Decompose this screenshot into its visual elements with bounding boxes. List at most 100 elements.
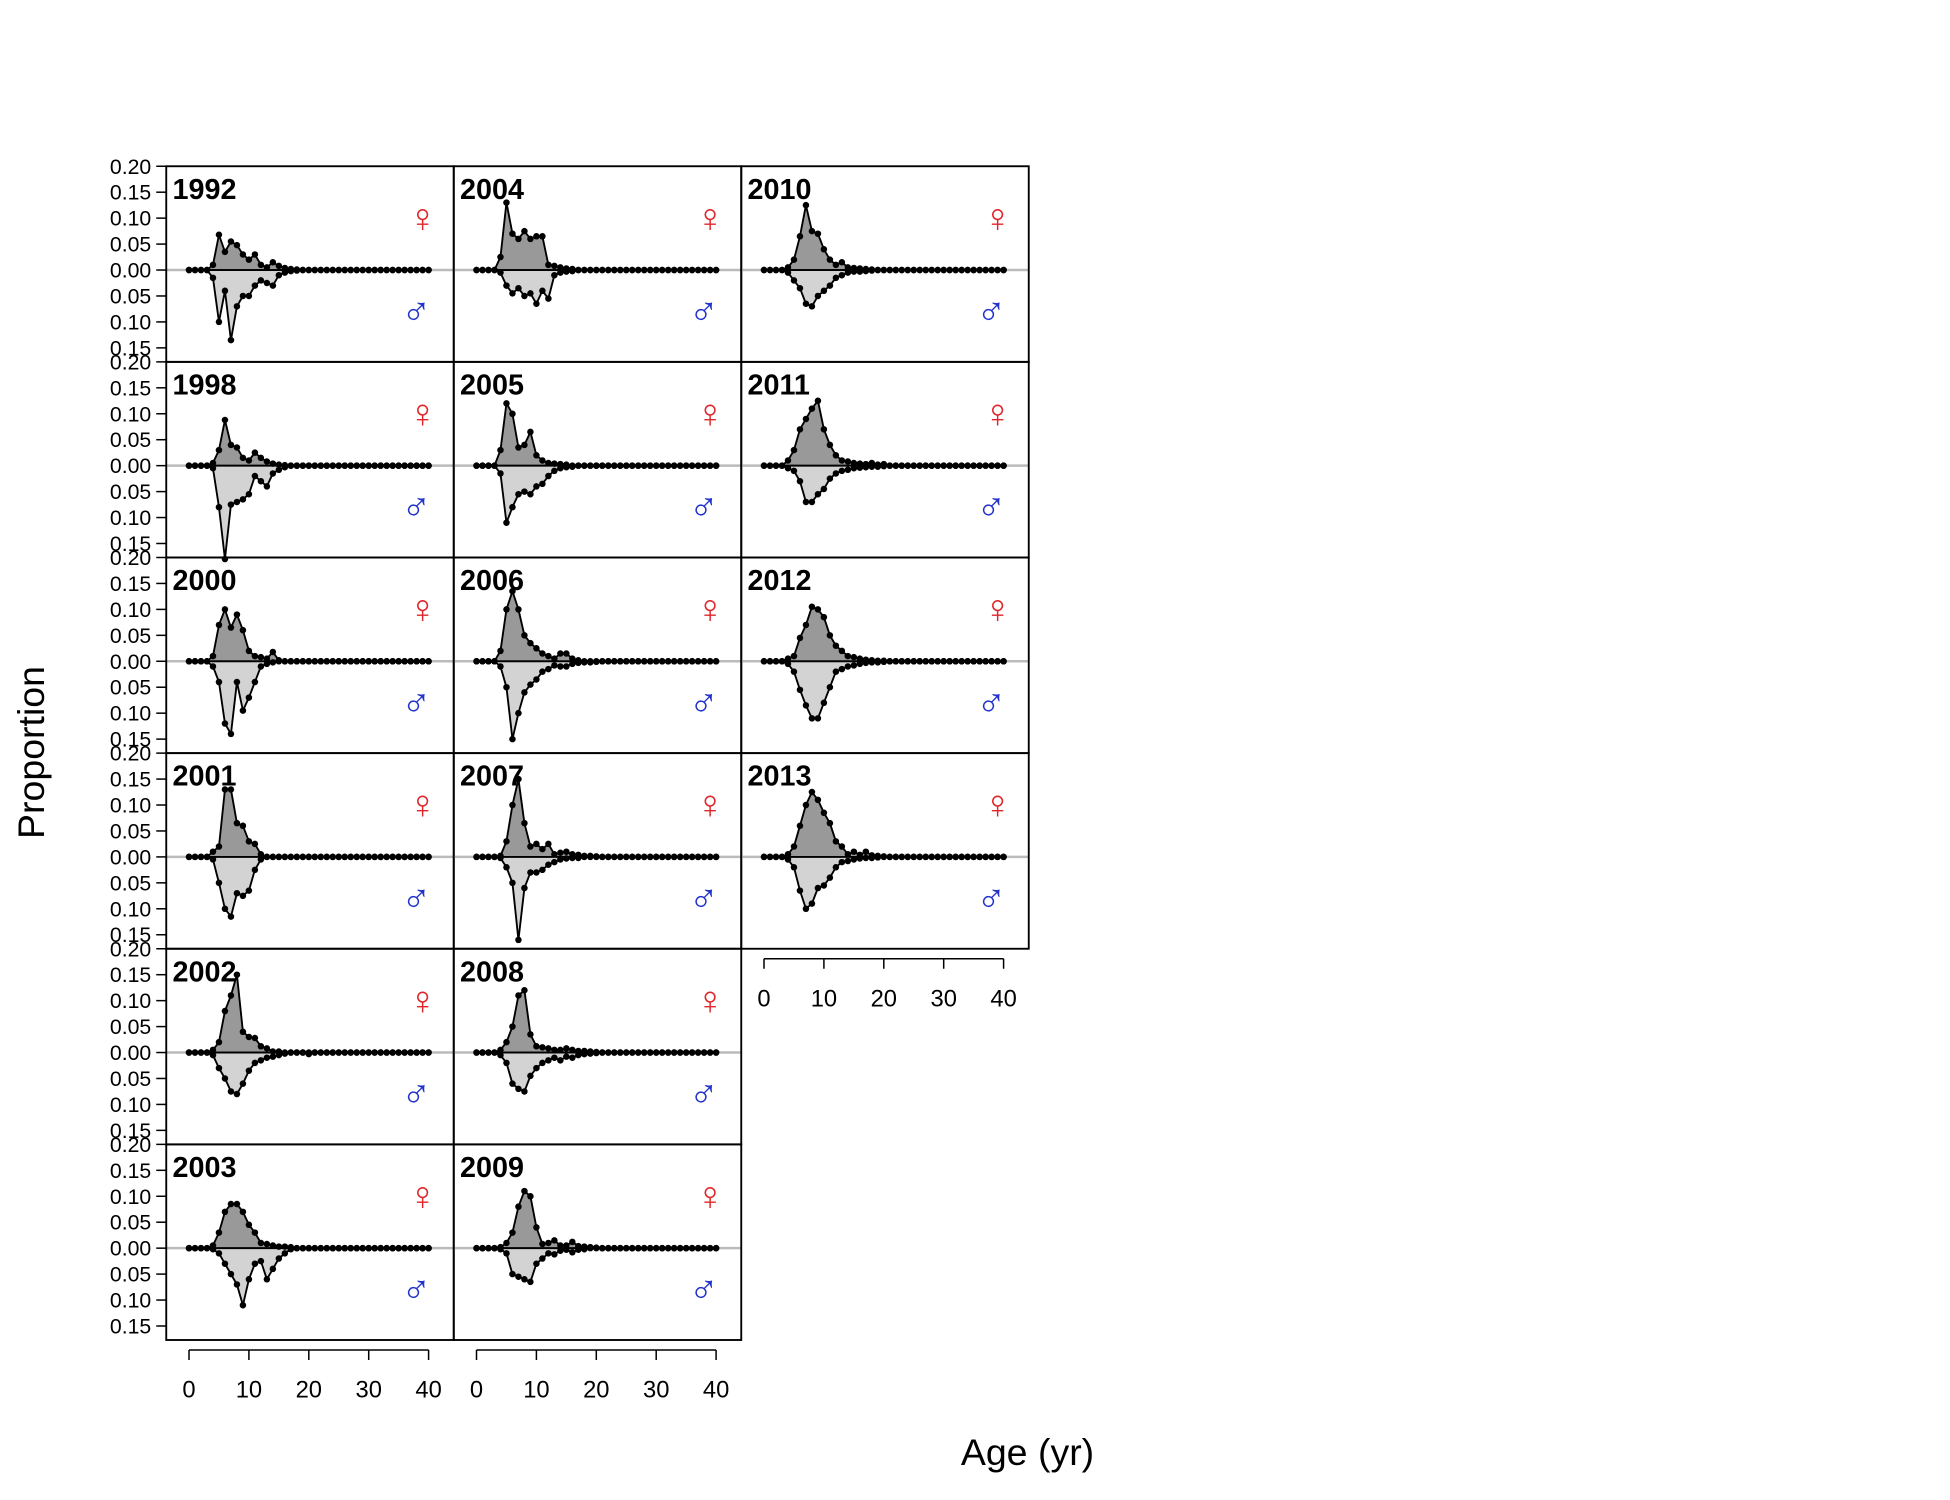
point <box>682 462 690 469</box>
point <box>521 689 528 696</box>
point <box>563 463 570 471</box>
point <box>587 853 594 861</box>
point <box>479 1049 486 1056</box>
point <box>850 268 858 275</box>
point <box>982 658 989 665</box>
point <box>868 659 876 666</box>
point <box>652 462 660 469</box>
point <box>245 1067 253 1074</box>
point <box>868 463 876 470</box>
area <box>476 660 717 740</box>
point <box>784 269 792 276</box>
legend-symbol: ♀ <box>408 196 438 240</box>
point <box>563 848 570 855</box>
point <box>473 462 480 469</box>
point <box>581 659 588 666</box>
point <box>844 652 852 660</box>
y-tick-label: 0.05 <box>110 480 151 504</box>
point <box>557 264 564 271</box>
point <box>503 199 510 206</box>
point <box>694 658 702 665</box>
y-tick-label: 0.05 <box>110 819 151 843</box>
point <box>215 1250 223 1257</box>
point <box>766 658 774 665</box>
point <box>952 658 959 665</box>
point <box>712 658 720 665</box>
point <box>551 858 558 866</box>
point <box>287 1049 295 1056</box>
point <box>377 1244 384 1252</box>
point <box>539 480 546 488</box>
point <box>521 987 528 994</box>
point <box>365 658 372 665</box>
point <box>952 853 959 861</box>
point <box>611 1244 618 1252</box>
point <box>646 853 654 861</box>
point <box>233 498 241 506</box>
point <box>197 462 205 469</box>
point <box>515 606 522 613</box>
point <box>305 853 313 861</box>
point <box>371 1244 378 1252</box>
point <box>784 464 792 472</box>
point <box>185 658 193 665</box>
point <box>557 1057 564 1064</box>
point <box>676 462 684 469</box>
point <box>784 660 792 668</box>
point <box>533 233 540 240</box>
point <box>664 266 672 274</box>
point <box>706 1049 714 1056</box>
point <box>269 258 277 266</box>
point <box>413 266 420 274</box>
point <box>299 853 307 861</box>
point <box>257 454 265 462</box>
point <box>269 1053 277 1060</box>
point <box>257 653 265 661</box>
point <box>533 300 540 308</box>
point <box>557 1046 564 1054</box>
point <box>509 879 516 887</box>
point <box>760 266 768 274</box>
point <box>808 227 816 235</box>
point <box>323 1244 331 1252</box>
point <box>401 266 408 274</box>
point <box>628 462 636 469</box>
point <box>293 853 301 861</box>
point <box>652 1244 660 1252</box>
point <box>682 658 690 665</box>
point <box>922 266 929 274</box>
point <box>892 658 900 665</box>
point <box>593 1049 600 1057</box>
point <box>880 462 888 470</box>
area <box>189 788 429 858</box>
point <box>623 853 630 861</box>
panel-title: 2013 <box>748 761 812 793</box>
point <box>227 441 235 449</box>
point <box>239 892 247 900</box>
point <box>784 655 792 662</box>
point <box>551 662 558 669</box>
y-tick-label: 0.05 <box>110 871 151 895</box>
legend-symbol: ♂ <box>401 290 431 334</box>
point <box>862 854 870 862</box>
point <box>946 658 953 665</box>
x-tick-label: 20 <box>871 985 897 1012</box>
point <box>868 854 876 862</box>
point <box>491 1244 498 1252</box>
point <box>269 659 277 666</box>
y-axis-label: Proportion <box>10 666 52 839</box>
point <box>425 853 432 861</box>
point <box>928 462 935 469</box>
point <box>928 853 935 861</box>
y-tick-label: 0.10 <box>110 506 151 530</box>
y-tick-label: 0.05 <box>110 624 151 648</box>
point <box>203 1049 211 1056</box>
point <box>269 1048 277 1055</box>
point <box>263 483 271 490</box>
point <box>251 1260 259 1267</box>
point <box>790 256 798 263</box>
point <box>545 1045 552 1052</box>
point <box>305 266 313 274</box>
point <box>832 470 840 477</box>
point <box>275 461 283 468</box>
